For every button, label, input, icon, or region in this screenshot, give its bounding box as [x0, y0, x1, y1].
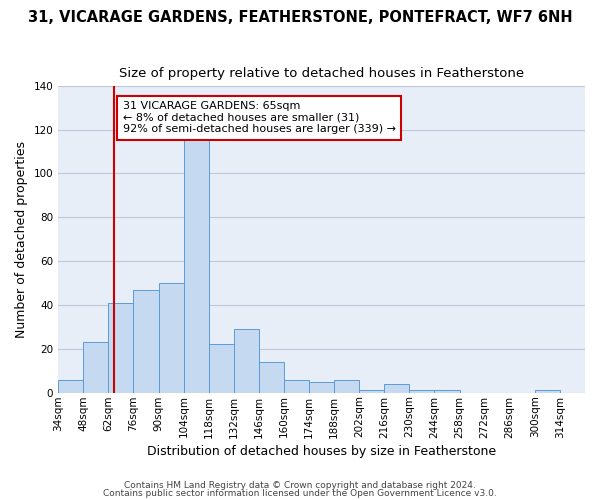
Bar: [434, 390, 460, 392]
Text: Contains HM Land Registry data © Crown copyright and database right 2024.: Contains HM Land Registry data © Crown c…: [124, 481, 476, 490]
Bar: [309, 382, 334, 392]
Bar: [409, 390, 434, 392]
Bar: [359, 390, 385, 392]
Bar: [158, 283, 184, 393]
X-axis label: Distribution of detached houses by size in Featherstone: Distribution of detached houses by size …: [147, 444, 496, 458]
Text: Contains public sector information licensed under the Open Government Licence v3: Contains public sector information licen…: [103, 488, 497, 498]
Bar: [58, 380, 83, 392]
Bar: [209, 344, 234, 393]
Bar: [83, 342, 109, 392]
Y-axis label: Number of detached properties: Number of detached properties: [15, 140, 28, 338]
Text: 31, VICARAGE GARDENS, FEATHERSTONE, PONTEFRACT, WF7 6NH: 31, VICARAGE GARDENS, FEATHERSTONE, PONT…: [28, 10, 572, 25]
Bar: [334, 380, 359, 392]
Text: 31 VICARAGE GARDENS: 65sqm
← 8% of detached houses are smaller (31)
92% of semi-: 31 VICARAGE GARDENS: 65sqm ← 8% of detac…: [122, 101, 395, 134]
Bar: [109, 303, 133, 392]
Bar: [184, 134, 209, 392]
Bar: [284, 380, 309, 392]
Bar: [385, 384, 409, 392]
Title: Size of property relative to detached houses in Featherstone: Size of property relative to detached ho…: [119, 68, 524, 80]
Bar: [259, 362, 284, 392]
Bar: [535, 390, 560, 392]
Bar: [133, 290, 158, 393]
Bar: [234, 329, 259, 392]
